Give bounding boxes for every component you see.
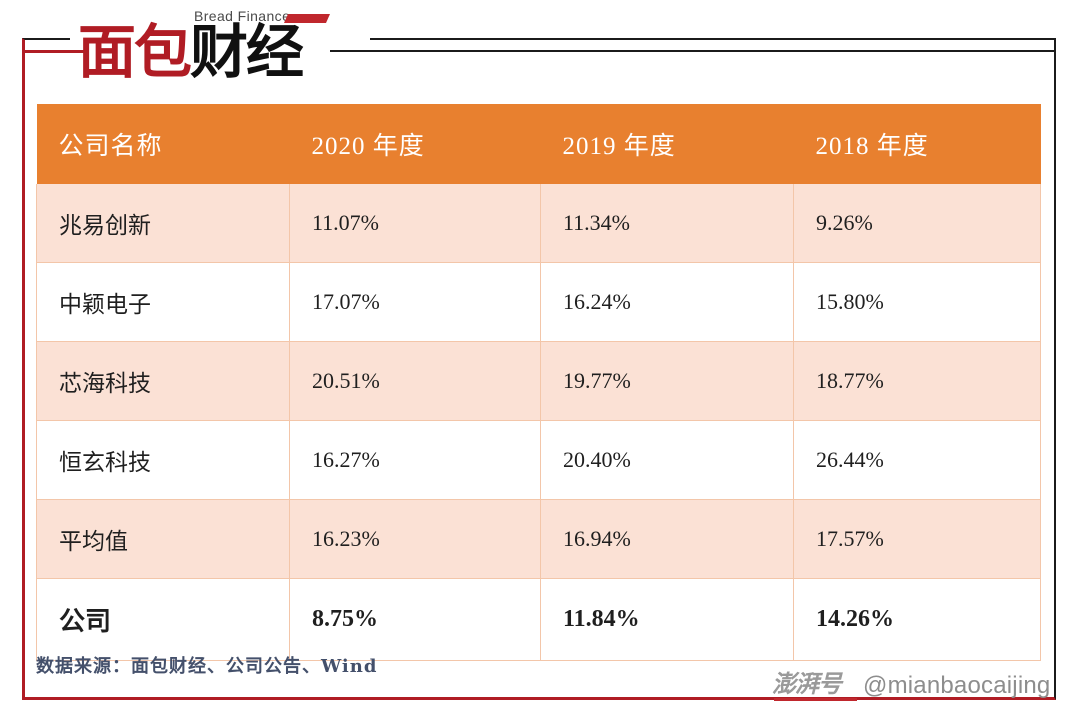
table-body: 兆易创新 11.07% 11.34% 9.26% 中颖电子 17.07% 16.… — [36, 184, 1041, 661]
brand-logo-cn-text: 面包财经 — [78, 23, 304, 81]
table-row-average: 平均值 16.23% 16.94% 17.57% — [36, 499, 1041, 579]
cell-value-2018: 26.44% — [793, 420, 1041, 500]
cell-company-name: 中颖电子 — [36, 262, 290, 342]
cell-company-name: 兆易创新 — [36, 184, 290, 263]
cell-value-2020: 8.75% — [289, 578, 541, 661]
table-row-company: 公司 8.75% 11.84% 14.26% — [36, 578, 1041, 661]
comparison-table: 公司名称 2020 年度 2019 年度 2018 年度 兆易创新 11.07%… — [36, 104, 1041, 661]
brand-logo: Bread Finance 面包财经 — [78, 8, 338, 94]
cell-value-2019: 16.24% — [540, 262, 794, 342]
brand-logo-cn-black: 财经 — [190, 18, 304, 86]
table-row: 芯海科技 20.51% 19.77% 18.77% — [36, 341, 1041, 421]
cell-value-2020: 16.23% — [289, 499, 541, 579]
frame-notch — [70, 28, 370, 52]
cell-value-2020: 20.51% — [289, 341, 541, 421]
paper-channel-logo: 澎湃号 — [772, 670, 857, 701]
frame-rule-left — [24, 50, 84, 53]
cell-value-2020: 16.27% — [289, 420, 541, 500]
channel-handle: @mianbaocaijing — [863, 672, 1051, 699]
cell-value-2018: 14.26% — [793, 578, 1041, 661]
table-row: 恒玄科技 16.27% 20.40% 26.44% — [36, 420, 1041, 500]
column-header-2018: 2018 年度 — [793, 104, 1041, 184]
cell-value-2020: 11.07% — [289, 184, 541, 263]
channel-mark: 澎湃号 @mianbaocaijing — [772, 668, 1050, 704]
frame-rule-right — [330, 50, 1054, 52]
cell-value-2018: 15.80% — [793, 262, 1041, 342]
cell-value-2019: 11.84% — [540, 578, 794, 661]
cell-company-name: 恒玄科技 — [36, 420, 290, 500]
source-note: 数据来源：面包财经、公司公告、Wind — [36, 656, 378, 677]
brand-logo-cn-red: 面包 — [78, 18, 192, 86]
table-header: 公司名称 2020 年度 2019 年度 2018 年度 — [36, 104, 1041, 184]
column-header-company: 公司名称 — [36, 104, 290, 184]
cell-value-2019: 19.77% — [540, 341, 794, 421]
cell-value-2018: 18.77% — [793, 341, 1041, 421]
column-header-2020: 2020 年度 — [289, 104, 541, 184]
data-table-container: 公司名称 2020 年度 2019 年度 2018 年度 兆易创新 11.07%… — [36, 104, 1041, 661]
cell-company-name: 平均值 — [36, 499, 290, 579]
brand-logo-en-text: Bread Finance — [194, 8, 291, 24]
cell-value-2019: 16.94% — [540, 499, 794, 579]
table-row: 兆易创新 11.07% 11.34% 9.26% — [36, 184, 1041, 263]
cell-company-name: 芯海科技 — [36, 341, 290, 421]
table-header-row: 公司名称 2020 年度 2019 年度 2018 年度 — [36, 104, 1041, 184]
table-row: 中颖电子 17.07% 16.24% 15.80% — [36, 262, 1041, 342]
cell-company-name: 公司 — [36, 578, 290, 661]
cell-value-2018: 17.57% — [793, 499, 1041, 579]
cell-value-2019: 20.40% — [540, 420, 794, 500]
cell-value-2018: 9.26% — [793, 184, 1041, 263]
column-header-2019: 2019 年度 — [540, 104, 794, 184]
cell-value-2020: 17.07% — [289, 262, 541, 342]
cell-value-2019: 11.34% — [540, 184, 794, 263]
